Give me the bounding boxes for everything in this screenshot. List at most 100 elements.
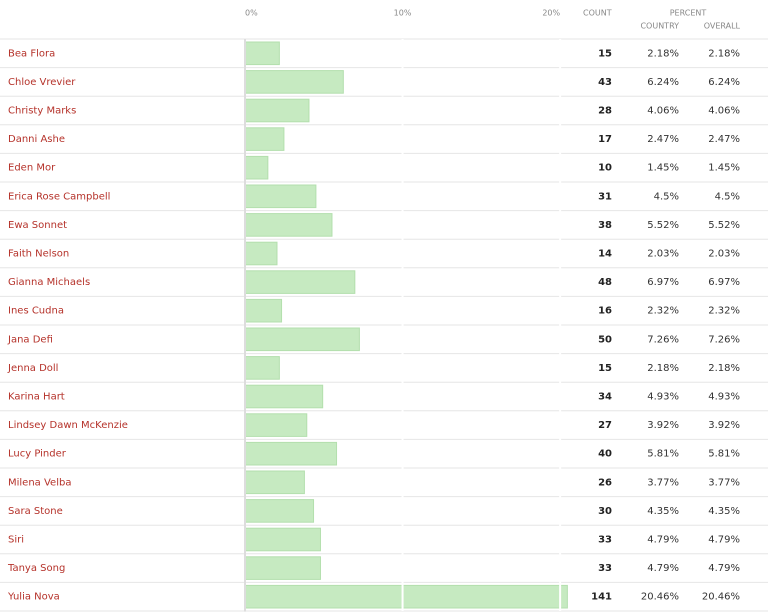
percent-country: 3.77% xyxy=(647,477,679,488)
bar xyxy=(244,384,324,409)
percent-country: 4.79% xyxy=(647,535,679,546)
percent-overall: 5.81% xyxy=(708,449,740,460)
bar xyxy=(244,527,321,552)
row-name: Karina Hart xyxy=(8,392,65,403)
percent-country: 5.81% xyxy=(647,449,679,460)
x-tick-label: 10% xyxy=(394,9,412,18)
bar xyxy=(244,356,280,380)
row-name: Erica Rose Campbell xyxy=(8,191,110,202)
count: 17 xyxy=(598,134,612,145)
count: 33 xyxy=(598,563,612,574)
row-name: Gianna Michaels xyxy=(8,277,90,288)
percent-overall: 4.5% xyxy=(715,191,740,202)
bar xyxy=(244,155,269,180)
row-name: Christy Marks xyxy=(8,106,76,117)
row-name: Jenna Doll xyxy=(7,363,58,374)
row-name: Danni Ashe xyxy=(8,134,65,145)
bar xyxy=(244,298,283,323)
percent-overall: 20.46% xyxy=(702,592,740,603)
count: 15 xyxy=(598,363,612,374)
row-name: Jana Defi xyxy=(7,334,53,345)
percent-country: 5.52% xyxy=(647,220,679,231)
count: 38 xyxy=(598,220,612,231)
count: 10 xyxy=(598,163,612,174)
percent-header: PERCENT xyxy=(670,9,707,18)
count: 40 xyxy=(598,449,612,460)
row-name: Lindsey Dawn McKenzie xyxy=(8,420,128,431)
count: 28 xyxy=(598,106,612,117)
count: 48 xyxy=(598,277,612,288)
percent-country: 2.47% xyxy=(647,134,679,145)
percent-country: 2.03% xyxy=(647,249,679,260)
row-name: Siri xyxy=(8,535,24,546)
bar xyxy=(244,213,333,237)
bar xyxy=(244,499,315,523)
percent-overall: 7.26% xyxy=(708,334,740,345)
row-name: Ewa Sonnet xyxy=(8,220,67,231)
row-name: Eden Mor xyxy=(8,163,56,174)
bar xyxy=(244,556,321,580)
percent-country: 4.06% xyxy=(647,106,679,117)
count: 33 xyxy=(598,535,612,546)
count: 30 xyxy=(598,506,612,517)
count: 27 xyxy=(598,420,612,431)
bar xyxy=(244,241,278,266)
percent-country: 2.32% xyxy=(647,306,679,317)
count: 141 xyxy=(591,592,612,603)
percent-overall: 2.32% xyxy=(708,306,740,317)
bar xyxy=(244,470,305,495)
bar xyxy=(244,584,568,609)
row-name: Tanya Song xyxy=(7,563,65,574)
count: 50 xyxy=(598,334,612,345)
count: 43 xyxy=(598,77,612,88)
percent-overall: 2.03% xyxy=(708,249,740,260)
row-name: Bea Flora xyxy=(8,48,55,59)
percent-overall: 2.47% xyxy=(708,134,740,145)
bar xyxy=(244,270,356,294)
row-name: Lucy Pinder xyxy=(8,449,67,460)
percent-overall: 5.52% xyxy=(708,220,740,231)
percent-country: 7.26% xyxy=(647,334,679,345)
percent-overall: 2.18% xyxy=(708,363,740,374)
percent-country: 6.24% xyxy=(647,77,679,88)
percent-country: 20.46% xyxy=(641,592,679,603)
row-name: Ines Cudna xyxy=(8,306,64,317)
bar xyxy=(244,413,308,437)
count: 15 xyxy=(598,48,612,59)
percent-overall: 2.18% xyxy=(708,48,740,59)
count: 16 xyxy=(598,306,612,317)
percent-overall: 3.77% xyxy=(708,477,740,488)
count-header: COUNT xyxy=(583,9,612,18)
percent-country: 4.5% xyxy=(654,191,679,202)
bar xyxy=(244,127,285,151)
percent-overall: 6.97% xyxy=(708,277,740,288)
bar xyxy=(244,98,310,123)
percent-country: 1.45% xyxy=(647,163,679,174)
percent-overall: 4.35% xyxy=(708,506,740,517)
bar xyxy=(244,441,338,466)
country-header: COUNTRY xyxy=(640,22,679,31)
bar xyxy=(244,41,280,66)
bar xyxy=(244,184,317,209)
percent-country: 6.97% xyxy=(647,277,679,288)
row-name: Milena Velba xyxy=(8,477,71,488)
row-name: Yulia Nova xyxy=(7,592,60,603)
percent-overall: 4.79% xyxy=(708,535,740,546)
percent-country: 2.18% xyxy=(647,48,679,59)
percent-overall: 1.45% xyxy=(708,163,740,174)
percent-overall: 4.93% xyxy=(708,392,740,403)
percent-overall: 6.24% xyxy=(708,77,740,88)
percent-country: 4.35% xyxy=(647,506,679,517)
count: 31 xyxy=(598,191,612,202)
count: 26 xyxy=(598,477,612,488)
count: 34 xyxy=(598,392,612,403)
percent-overall: 4.79% xyxy=(708,563,740,574)
x-tick-label: 0% xyxy=(245,9,258,18)
overall-header: OVERALL xyxy=(704,22,741,31)
percent-country: 3.92% xyxy=(647,420,679,431)
row-name: Faith Nelson xyxy=(8,249,69,260)
percent-country: 4.79% xyxy=(647,563,679,574)
count: 14 xyxy=(598,249,612,260)
bar xyxy=(244,70,344,94)
